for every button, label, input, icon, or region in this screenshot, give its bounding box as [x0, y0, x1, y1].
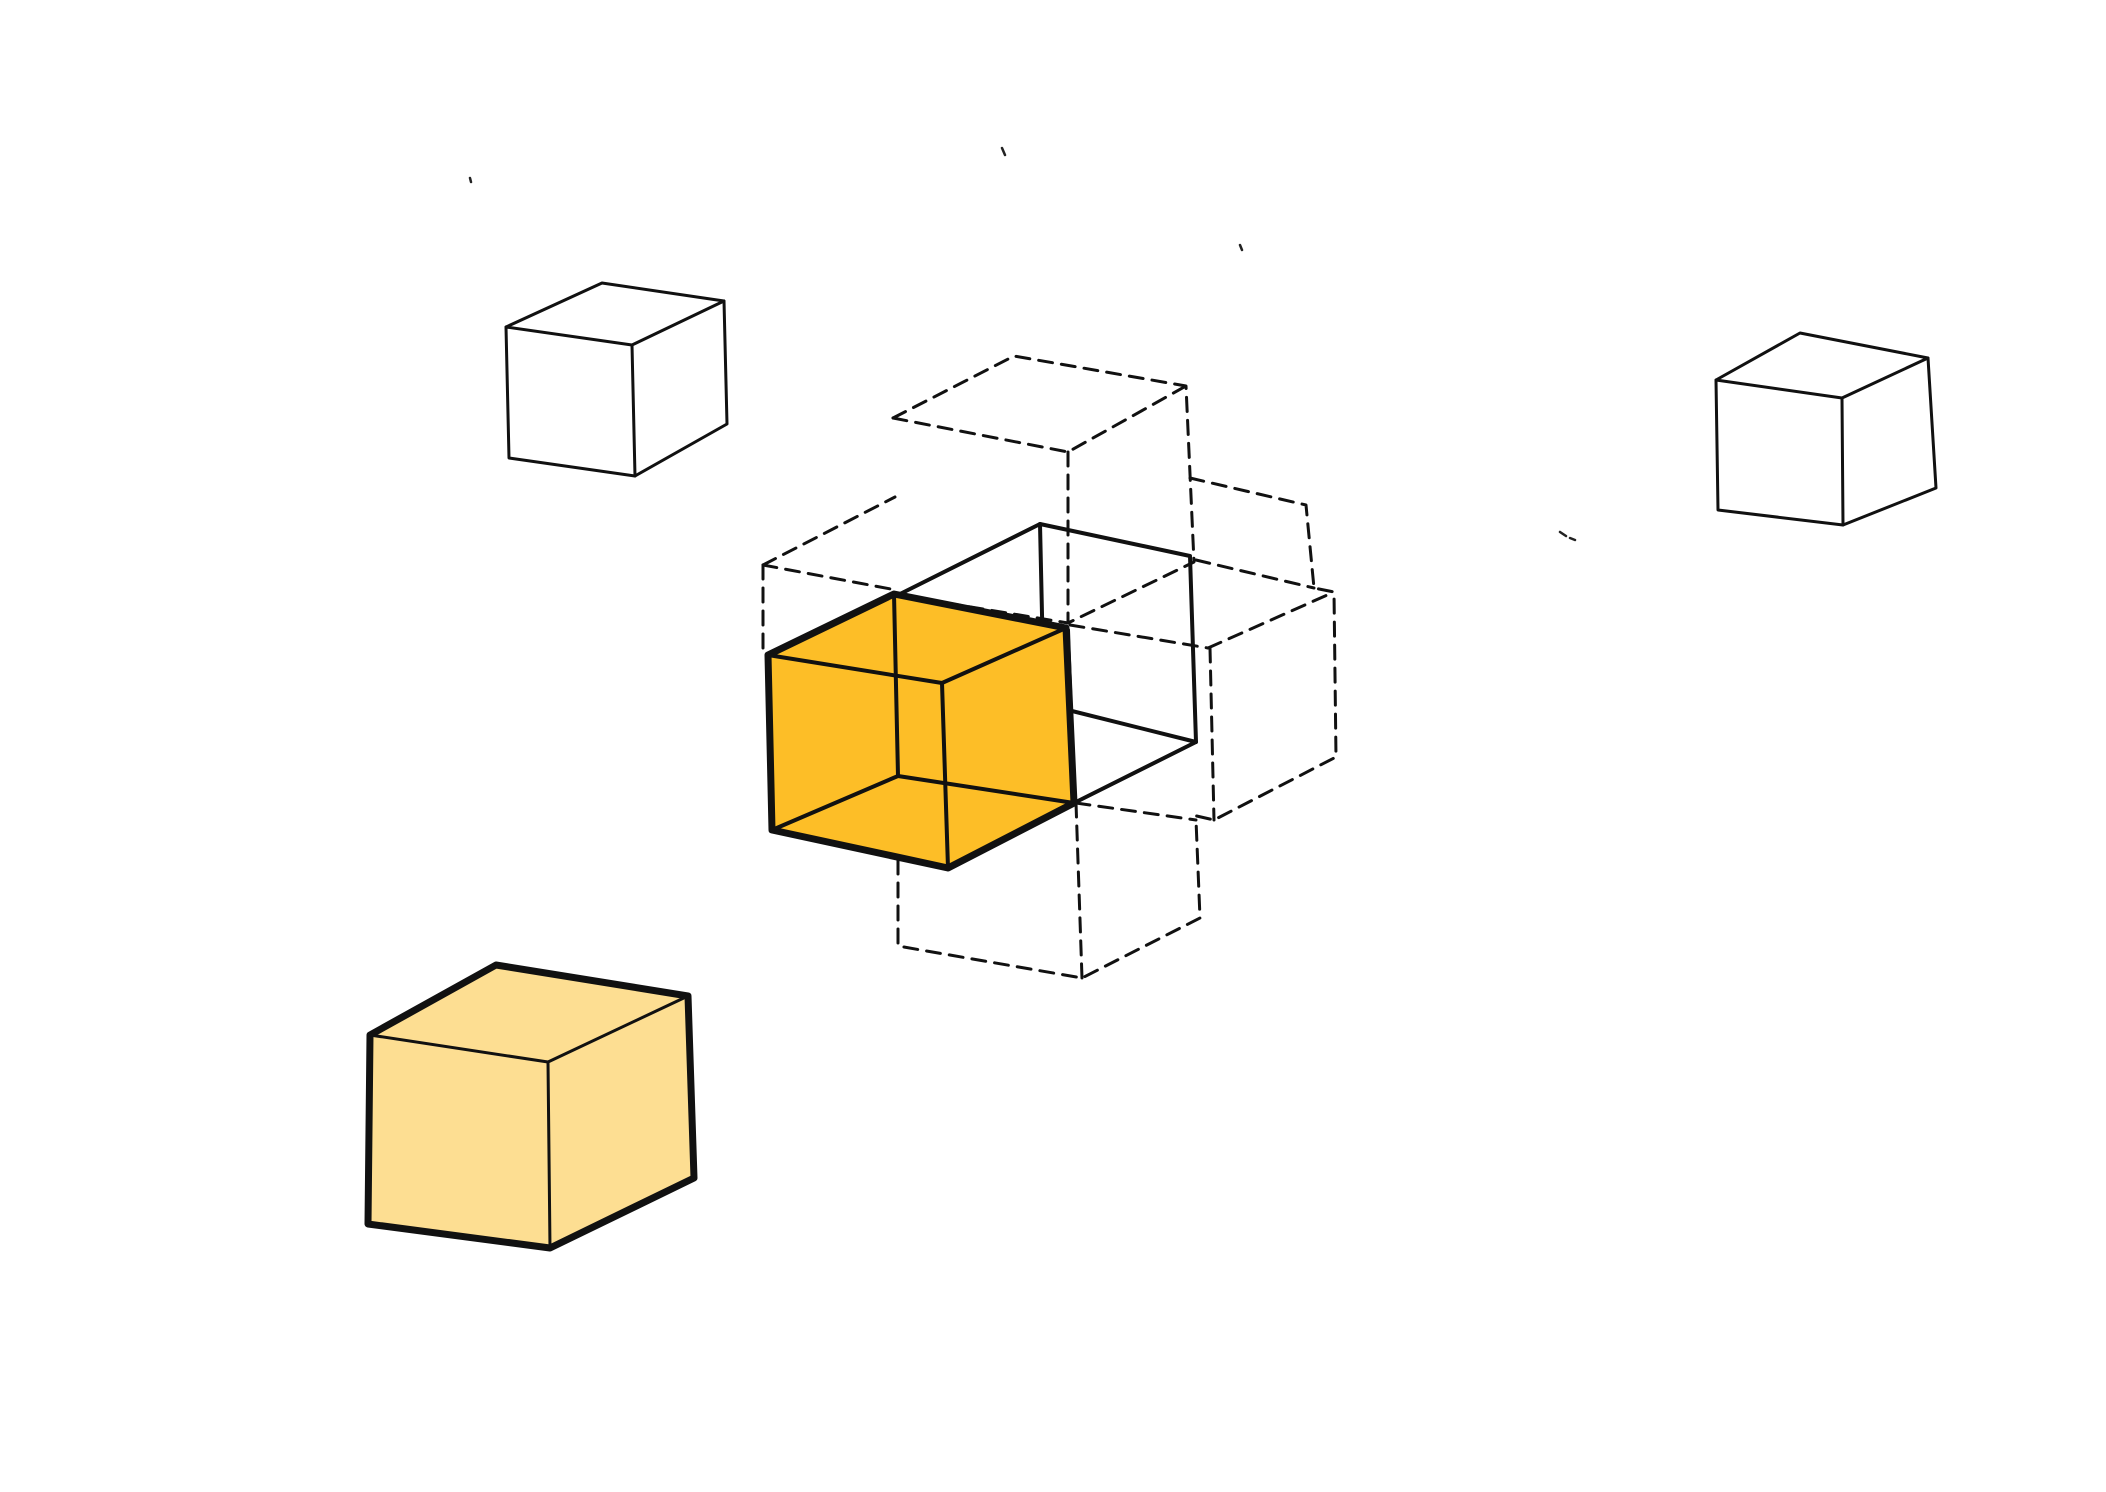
- highlighted-cube: [764, 590, 1078, 872]
- dashed-cube-cluster: [761, 354, 1338, 980]
- white-cube-upper-left: [504, 281, 729, 478]
- pale-cube-lower-left: [364, 961, 698, 1252]
- pencil-specks: [468, 146, 1577, 542]
- white-cube-right: [1714, 331, 1938, 527]
